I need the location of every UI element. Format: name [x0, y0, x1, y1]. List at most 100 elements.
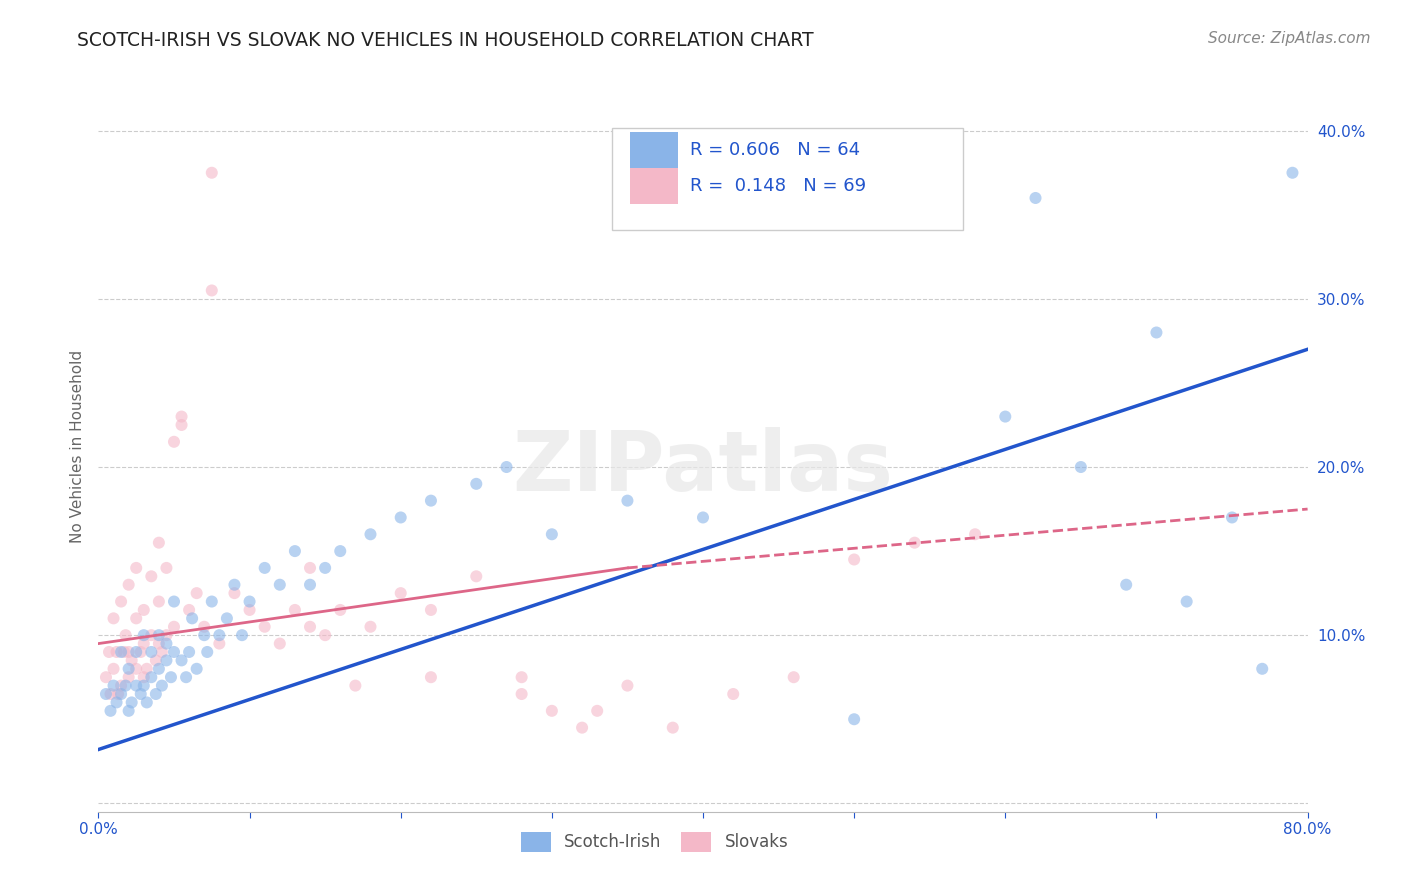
Point — [314, 628, 336, 642]
Point — [155, 653, 177, 667]
Point — [314, 561, 336, 575]
Point — [965, 527, 987, 541]
Point — [118, 645, 141, 659]
Point — [344, 679, 367, 693]
Point — [420, 603, 443, 617]
Point — [105, 695, 128, 709]
Point — [1220, 510, 1243, 524]
Point — [145, 653, 167, 667]
Point — [174, 670, 197, 684]
Point — [121, 653, 143, 667]
Point — [132, 679, 155, 693]
Point — [329, 544, 352, 558]
Point — [132, 670, 155, 684]
Point — [1281, 166, 1303, 180]
Point — [215, 611, 238, 625]
Point — [148, 594, 170, 608]
Point — [389, 586, 412, 600]
FancyBboxPatch shape — [630, 169, 678, 204]
Point — [510, 687, 533, 701]
FancyBboxPatch shape — [630, 132, 678, 168]
Point — [299, 620, 322, 634]
Point — [253, 561, 276, 575]
Point — [299, 578, 322, 592]
Point — [129, 687, 152, 701]
Point — [103, 679, 125, 693]
Point — [170, 417, 193, 432]
Point — [284, 544, 307, 558]
Point — [170, 653, 193, 667]
Point — [148, 535, 170, 549]
Point — [239, 594, 262, 608]
Point — [155, 636, 177, 650]
Point — [201, 166, 224, 180]
Point — [118, 662, 141, 676]
Text: Source: ZipAtlas.com: Source: ZipAtlas.com — [1208, 31, 1371, 46]
Point — [360, 620, 382, 634]
Point — [125, 611, 148, 625]
Point — [114, 628, 136, 642]
Point — [132, 636, 155, 650]
Point — [148, 636, 170, 650]
Point — [135, 695, 157, 709]
Point — [193, 620, 215, 634]
Point — [125, 645, 148, 659]
Point — [269, 578, 291, 592]
Point — [145, 687, 167, 701]
Point — [723, 687, 745, 701]
Point — [125, 679, 148, 693]
Point — [148, 662, 170, 676]
Point — [1144, 326, 1167, 340]
Point — [163, 645, 186, 659]
Point — [224, 586, 246, 600]
Point — [510, 670, 533, 684]
Y-axis label: No Vehicles in Household: No Vehicles in Household — [69, 350, 84, 542]
Point — [179, 645, 201, 659]
Text: R = 0.606   N = 64: R = 0.606 N = 64 — [690, 141, 860, 159]
Point — [110, 687, 132, 701]
Text: R =  0.148   N = 69: R = 0.148 N = 69 — [690, 178, 866, 195]
Point — [100, 687, 122, 701]
Point — [150, 679, 173, 693]
Point — [155, 628, 177, 642]
Point — [121, 695, 143, 709]
Point — [1115, 578, 1137, 592]
Point — [94, 687, 117, 701]
Point — [201, 284, 224, 298]
Point — [224, 578, 246, 592]
Point — [540, 704, 562, 718]
Point — [465, 476, 488, 491]
Point — [181, 611, 204, 625]
Point — [150, 645, 173, 659]
Point — [179, 603, 201, 617]
Point — [155, 561, 177, 575]
FancyBboxPatch shape — [613, 128, 963, 230]
Point — [118, 704, 141, 718]
Point — [231, 628, 253, 642]
Point — [105, 645, 128, 659]
Point — [107, 687, 129, 701]
Point — [163, 434, 186, 449]
Point — [783, 670, 806, 684]
Point — [110, 594, 132, 608]
Point — [103, 611, 125, 625]
Point — [148, 628, 170, 642]
Point — [844, 712, 866, 726]
Point — [125, 561, 148, 575]
Legend: Scotch-Irish, Slovaks: Scotch-Irish, Slovaks — [515, 826, 796, 858]
Point — [420, 670, 443, 684]
Point — [616, 493, 638, 508]
Point — [112, 645, 135, 659]
Point — [186, 662, 208, 676]
Text: ZIPatlas: ZIPatlas — [513, 427, 893, 508]
Point — [125, 662, 148, 676]
Point — [193, 628, 215, 642]
Point — [692, 510, 714, 524]
Point — [465, 569, 488, 583]
Text: SCOTCH-IRISH VS SLOVAK NO VEHICLES IN HOUSEHOLD CORRELATION CHART: SCOTCH-IRISH VS SLOVAK NO VEHICLES IN HO… — [77, 31, 814, 50]
Point — [495, 460, 517, 475]
Point — [420, 493, 443, 508]
Point — [98, 645, 121, 659]
Point — [118, 670, 141, 684]
Point — [994, 409, 1017, 424]
